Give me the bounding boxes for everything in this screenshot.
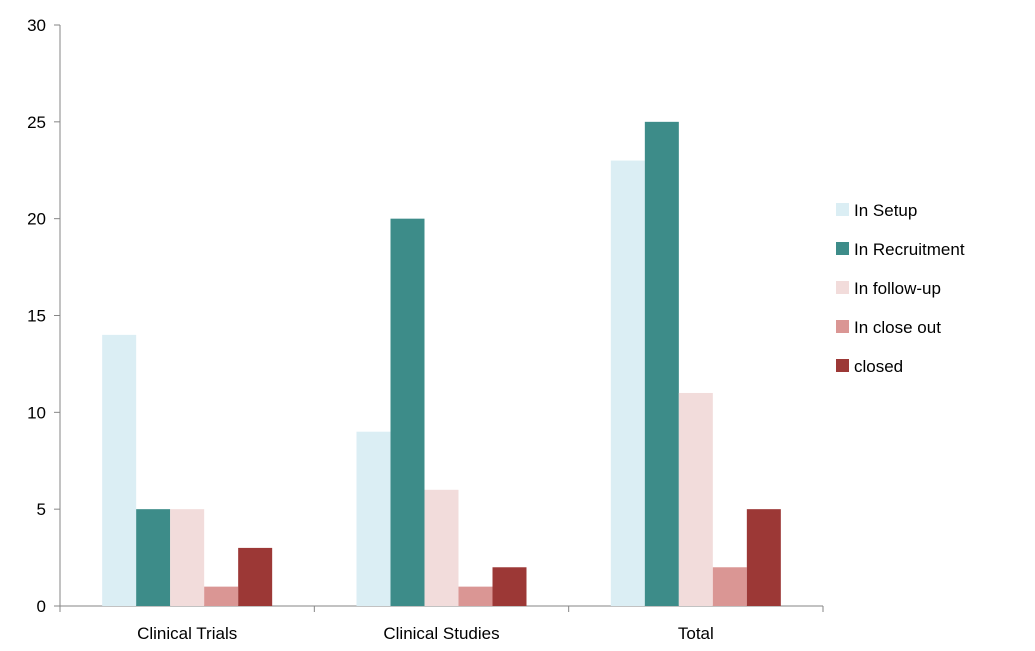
- x-category-label: Clinical Trials: [137, 624, 237, 643]
- bar-in-setup-clinical-trials: [102, 334, 137, 606]
- bar-in-setup-total: [610, 160, 645, 607]
- legend-swatch: [836, 242, 849, 255]
- legend-label: In Setup: [854, 201, 917, 220]
- legend-label: In follow-up: [854, 279, 941, 298]
- bar-in-close-out-clinical-studies: [458, 586, 493, 606]
- bars: [102, 121, 781, 607]
- bar-in-recruitment-clinical-studies: [390, 218, 425, 606]
- legend-label: closed: [854, 357, 903, 376]
- x-category-label: Clinical Studies: [383, 624, 499, 643]
- y-tick-label: 0: [37, 597, 46, 616]
- y-axis: 0 5 10 15 20 25 30: [27, 16, 61, 616]
- legend-swatch: [836, 320, 849, 333]
- legend-label: In close out: [854, 318, 941, 337]
- bar-in-follow-up-clinical-trials: [170, 509, 205, 606]
- bar-in-follow-up-clinical-studies: [424, 489, 459, 606]
- y-tick-label: 20: [27, 210, 46, 229]
- y-tick-label: 30: [27, 16, 46, 35]
- y-tick-label: 25: [27, 113, 46, 132]
- x-category-label: Total: [678, 624, 714, 643]
- bar-in-close-out-total: [712, 567, 747, 606]
- bar-closed-clinical-trials: [238, 547, 273, 606]
- bar-closed-total: [746, 509, 781, 606]
- bar-in-close-out-clinical-trials: [204, 586, 239, 606]
- legend-swatch: [836, 359, 849, 372]
- bar-in-recruitment-clinical-trials: [136, 509, 171, 606]
- y-tick-label: 5: [37, 500, 46, 519]
- bar-in-follow-up-total: [678, 392, 713, 606]
- bar-closed-clinical-studies: [492, 567, 527, 606]
- y-tick-label: 15: [27, 307, 46, 326]
- x-axis: Clinical Trials Clinical Studies Total: [59, 605, 824, 643]
- y-tick-label: 10: [27, 403, 46, 422]
- legend-label: In Recruitment: [854, 240, 965, 259]
- legend-swatch: [836, 281, 849, 294]
- bar-in-setup-clinical-studies: [356, 431, 391, 606]
- legend-swatch: [836, 203, 849, 216]
- bar-in-recruitment-total: [644, 121, 679, 606]
- legend: In Setup In Recruitment In follow-up In clo…: [836, 201, 965, 376]
